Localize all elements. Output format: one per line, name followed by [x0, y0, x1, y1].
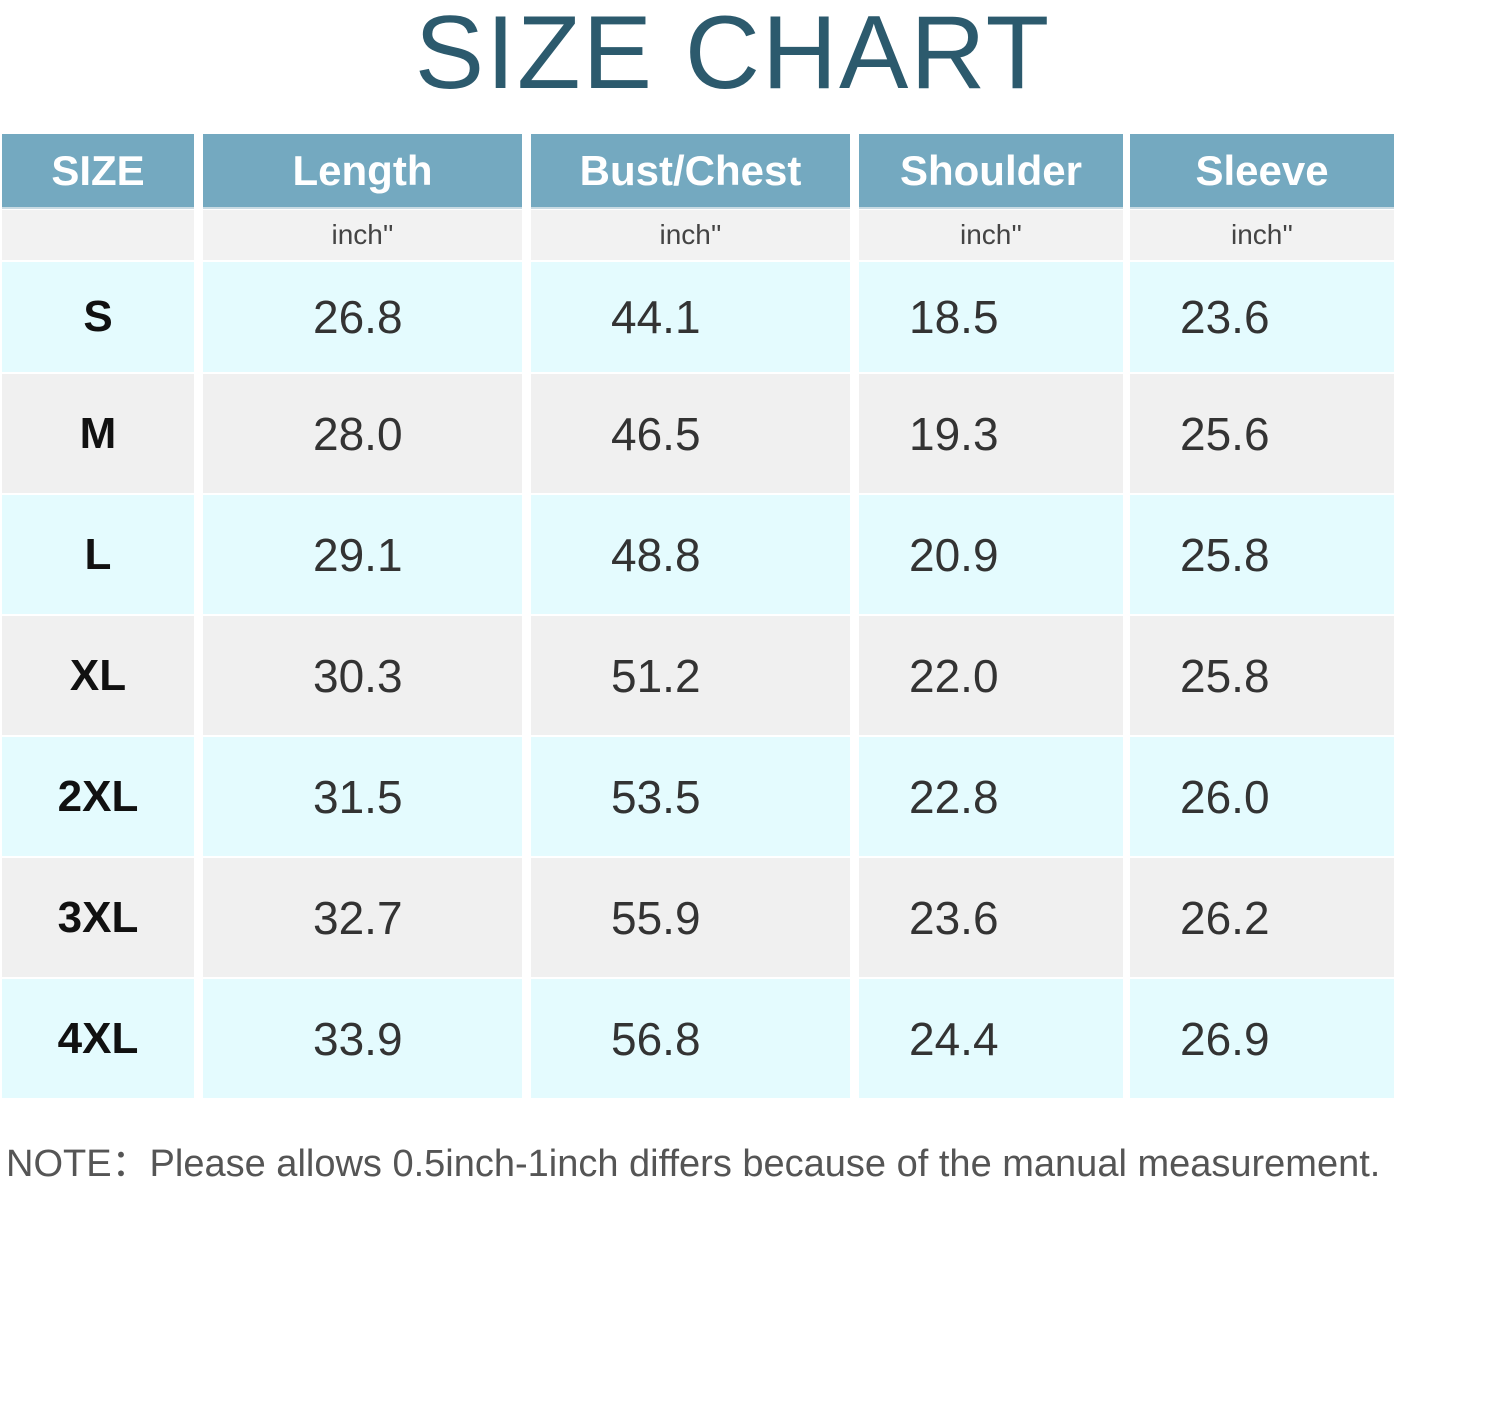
- value-cell: 23.6: [859, 858, 1123, 977]
- value-cell: 22.0: [859, 616, 1123, 735]
- value-cell: 53.5: [531, 737, 850, 856]
- value-cell: 56.8: [531, 979, 850, 1098]
- size-cell: L: [2, 495, 194, 614]
- value-cell: 32.7: [203, 858, 522, 977]
- value-cell: 29.1: [203, 495, 522, 614]
- unit-cell: inch'': [203, 210, 522, 260]
- column-header: Length: [203, 134, 522, 209]
- value-cell: 25.8: [1130, 495, 1394, 614]
- value-cell: 25.8: [1130, 616, 1394, 735]
- value-cell: 26.8: [203, 262, 522, 372]
- value-cell: 51.2: [531, 616, 850, 735]
- size-cell: 3XL: [2, 858, 194, 977]
- value-cell: 23.6: [1130, 262, 1394, 372]
- column-header: Bust/Chest: [531, 134, 850, 209]
- value-cell: 28.0: [203, 374, 522, 493]
- value-cell: 26.9: [1130, 979, 1394, 1098]
- value-cell: 33.9: [203, 979, 522, 1098]
- value-cell: 55.9: [531, 858, 850, 977]
- column-header: Sleeve: [1130, 134, 1394, 209]
- unit-cell: inch'': [531, 210, 850, 260]
- value-cell: 44.1: [531, 262, 850, 372]
- column-header: Shoulder: [859, 134, 1123, 209]
- value-cell: 30.3: [203, 616, 522, 735]
- value-cell: 26.0: [1130, 737, 1394, 856]
- size-cell: 2XL: [2, 737, 194, 856]
- value-cell: 24.4: [859, 979, 1123, 1098]
- size-cell: 4XL: [2, 979, 194, 1098]
- size-cell: XL: [2, 616, 194, 735]
- value-cell: 25.6: [1130, 374, 1394, 493]
- value-cell: 18.5: [859, 262, 1123, 372]
- value-cell: 26.2: [1130, 858, 1394, 977]
- unit-cell: [2, 210, 194, 260]
- column-header: SIZE: [2, 134, 194, 209]
- value-cell: 19.3: [859, 374, 1123, 493]
- value-cell: 46.5: [531, 374, 850, 493]
- unit-cell: inch'': [859, 210, 1123, 260]
- value-cell: 20.9: [859, 495, 1123, 614]
- note: NOTE：Please allows 0.5inch-1inch differs…: [6, 1143, 1381, 1185]
- title: SIZE CHART: [414, 0, 1052, 111]
- unit-cell: inch'': [1130, 210, 1394, 260]
- value-cell: 22.8: [859, 737, 1123, 856]
- value-cell: 48.8: [531, 495, 850, 614]
- size-cell: M: [2, 374, 194, 493]
- value-cell: 31.5: [203, 737, 522, 856]
- size-cell: S: [2, 262, 194, 372]
